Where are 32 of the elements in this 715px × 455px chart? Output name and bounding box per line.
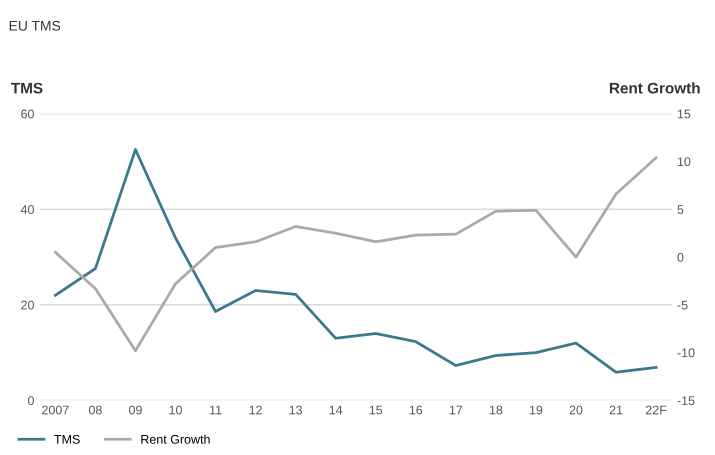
y2-tick-label: 15 <box>678 110 690 118</box>
legend-label: TMS <box>54 434 80 444</box>
y2-tick-label: -10 <box>678 348 695 358</box>
y2-tick-label: 5 <box>677 205 684 214</box>
x-tick-label: 09 <box>128 406 142 414</box>
y2-axis-title: Rent Growth <box>610 82 700 94</box>
x-tick-label: 12 <box>250 406 262 414</box>
x-tick-label: 21 <box>610 406 622 414</box>
y2-tick-label: 0 <box>677 252 684 262</box>
y-tick-label: 40 <box>20 205 34 214</box>
x-tick-label: 15 <box>370 406 382 414</box>
y2-tick-label: -5 <box>678 300 688 310</box>
y2-tick-label: 10 <box>678 157 690 166</box>
x-tick-label: 22F <box>646 406 666 414</box>
y-axis-title: TMS <box>11 82 43 94</box>
y-tick-label: 20 <box>21 300 34 310</box>
x-tick-label: 17 <box>450 406 462 414</box>
x-tick-label: 11 <box>210 406 222 414</box>
legend-label: Rent Growth <box>141 434 210 444</box>
x-tick-label: 13 <box>290 406 302 414</box>
x-tick-label: 20 <box>570 406 582 414</box>
y-tick-label: 60 <box>21 110 34 118</box>
x-tick-label: 18 <box>490 406 502 414</box>
x-tick-label: 14 <box>330 406 342 414</box>
y-tick-label: 0 <box>28 396 34 406</box>
y2-tick-label: -15 <box>678 396 695 406</box>
x-tick-label: 2007 <box>42 406 69 414</box>
x-tick-label: 16 <box>410 406 422 414</box>
x-tick-label: 19 <box>530 406 542 414</box>
x-tick-label: 10 <box>169 406 182 414</box>
x-tick-label: 08 <box>88 406 102 414</box>
chart-title: EU TMS <box>10 20 60 31</box>
